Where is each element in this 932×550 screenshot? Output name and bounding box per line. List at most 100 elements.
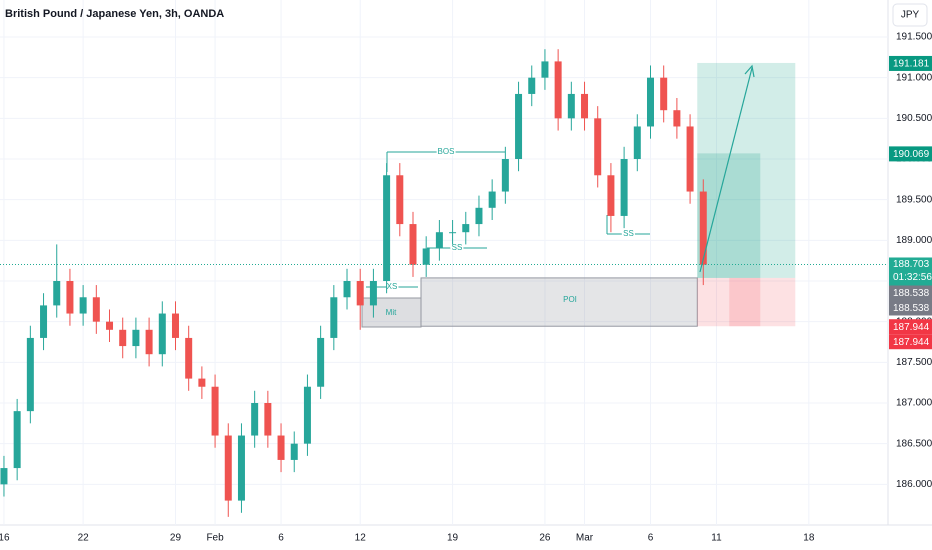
price-tag-label: 191.181	[893, 59, 930, 70]
candle-body	[581, 93, 589, 119]
candle-body	[198, 378, 206, 387]
x-tick-label: 6	[648, 533, 654, 544]
currency[interactable]: JPY	[901, 10, 920, 21]
candle-body	[343, 281, 351, 298]
candle-body	[501, 159, 509, 192]
candle-body	[409, 224, 417, 265]
last-price-tag	[889, 257, 932, 286]
price-tag	[889, 146, 932, 162]
poi-zone	[420, 277, 698, 327]
candle-body	[132, 329, 140, 347]
x-tick-label: 11	[711, 533, 722, 544]
annotation-label: XS	[387, 282, 398, 291]
candle-body	[145, 329, 153, 355]
candle-body	[185, 337, 193, 379]
price-tag	[889, 55, 932, 71]
countdown: 01:32:56	[893, 272, 932, 283]
candle-body	[171, 313, 179, 338]
x-tick-label: 19	[447, 533, 459, 544]
target-zone	[697, 62, 796, 278]
price-tag	[889, 334, 932, 350]
y-tick-label: 189.500	[896, 194, 932, 205]
candle-body	[264, 403, 272, 436]
candle-body	[53, 281, 61, 306]
x-tick-label: 16	[0, 533, 10, 544]
plot: BOS SS SS XS Mit POI	[0, 0, 888, 525]
price-tag	[889, 300, 932, 316]
arrow	[699, 67, 753, 273]
candle-body	[633, 126, 641, 160]
stop2-zone	[729, 277, 761, 327]
candle-body	[541, 61, 549, 78]
price-tag-label: 188.538	[893, 303, 930, 314]
y-tick-label: 191.000	[896, 72, 932, 83]
target2-zone	[697, 153, 761, 278]
annotation-label: SS	[623, 229, 634, 238]
candle-body	[422, 248, 430, 265]
candle-body	[686, 126, 694, 192]
candle-body	[646, 77, 654, 127]
x-tick-label: Feb	[206, 533, 224, 544]
candle-body	[251, 403, 259, 436]
candle-body	[567, 93, 575, 119]
candle-body	[211, 386, 219, 436]
candle-body	[330, 297, 338, 338]
candle-body	[488, 191, 496, 208]
y-tick-label: 190.500	[896, 113, 932, 124]
candle-body	[383, 175, 391, 282]
candle-body	[277, 435, 285, 460]
price-tag	[889, 319, 932, 335]
annotation-label: BOS	[438, 147, 455, 156]
candle-body	[607, 175, 615, 216]
candle-body	[475, 207, 483, 225]
candle-body	[594, 118, 602, 176]
candle-body	[158, 313, 166, 355]
candle-body	[528, 77, 536, 94]
price-tag	[889, 285, 932, 301]
x-tick-label: 26	[539, 533, 551, 544]
candle-body	[515, 93, 523, 160]
stop-zone	[697, 277, 796, 327]
annotation-label: POI	[563, 295, 577, 304]
y-tick-label: 186.500	[896, 438, 932, 449]
candle-body	[79, 297, 87, 314]
y-tick-label: 187.000	[896, 398, 932, 409]
candle-body	[396, 175, 404, 225]
last-price: 188.703	[893, 259, 930, 270]
x-tick-label: Mar	[576, 533, 594, 544]
candle-body	[290, 443, 298, 460]
y-tick-label: 187.500	[896, 357, 932, 368]
y-tick-label: 191.500	[896, 32, 932, 43]
candle-body	[92, 297, 100, 322]
x-tick-label: 18	[803, 533, 815, 544]
candle-body	[119, 329, 127, 347]
candle-body	[699, 191, 707, 265]
candle-body	[462, 224, 470, 233]
chart-title: British Pound / Japanese Yen, 3h, OANDA	[5, 8, 224, 20]
y-tick-label: 186.000	[896, 479, 932, 490]
y-tick-label: 189.000	[896, 235, 932, 246]
candle-body	[554, 61, 562, 119]
price-tag-label: 187.944	[893, 322, 930, 333]
annotation-label: SS	[452, 243, 463, 252]
price-tag-label: 187.944	[893, 337, 930, 348]
x-tick-label: 22	[78, 533, 90, 544]
candle-body	[237, 435, 245, 501]
x-tick-label: 12	[355, 533, 367, 544]
candle-body	[106, 321, 114, 330]
x-tick-label: 6	[278, 533, 284, 544]
candle-body	[317, 337, 325, 387]
candle-body	[26, 337, 34, 412]
candle-body	[303, 386, 311, 444]
candle-body	[356, 281, 364, 306]
currency-box[interactable]	[892, 3, 928, 27]
candle-body	[673, 110, 681, 127]
candle-body	[66, 281, 74, 314]
candle-body	[369, 281, 377, 306]
candle-body	[435, 232, 443, 249]
candle-body	[0, 468, 8, 485]
price-tag-label: 188.538	[893, 288, 930, 299]
candle-body	[224, 435, 232, 501]
